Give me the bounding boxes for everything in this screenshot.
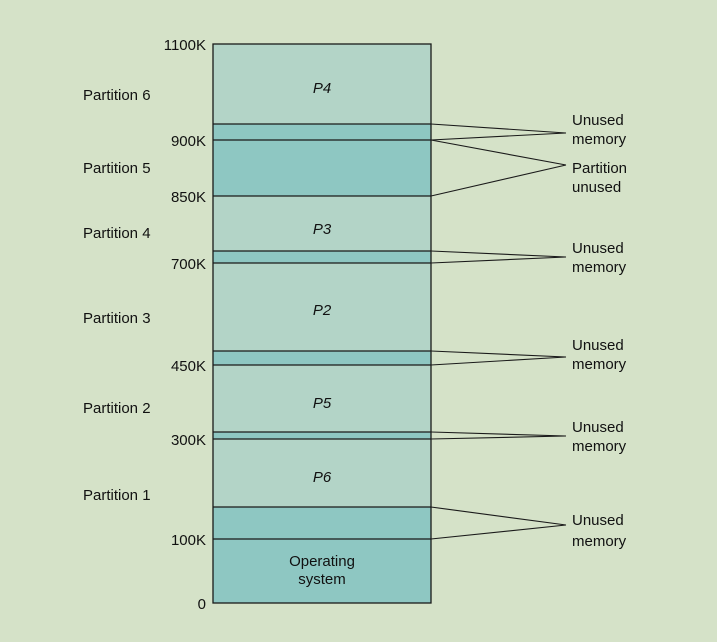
address-label: 300K [171, 432, 206, 449]
partition-label: Partition 4 [83, 225, 151, 242]
memory-column-border [212, 43, 432, 604]
os-label-line1: Operating [289, 553, 355, 570]
partition-label: Partition 5 [83, 160, 151, 177]
address-labels: 1100K 900K 850K 700K 450K 300K 100K 0 [164, 37, 206, 613]
partition-2-used-region [213, 365, 431, 432]
partition-label: Partition 3 [83, 310, 151, 327]
callout-lines [430, 123, 567, 540]
partition-4-used-region [213, 196, 431, 251]
boundary-lines [213, 123, 431, 540]
partition-3-unused-region [213, 351, 431, 365]
unused-memory-callout: Unused [572, 512, 624, 529]
partition-6-used-region [213, 44, 431, 124]
process-label: P6 [313, 469, 332, 486]
memory-column [212, 43, 432, 604]
address-label: 0 [198, 596, 206, 613]
unused-memory-callout: Unused [572, 240, 624, 257]
partition-2-unused-region [213, 432, 431, 439]
unused-memory-callout: Unused [572, 419, 624, 436]
partition-unused-callout: unused [572, 179, 621, 196]
address-label: 450K [171, 358, 206, 375]
process-label: P4 [313, 80, 331, 97]
address-label: 100K [171, 532, 206, 549]
address-label: 700K [171, 256, 206, 273]
partition-5-unused-region [213, 140, 431, 196]
partition-1-unused-region [213, 507, 431, 539]
address-label: 1100K [164, 37, 206, 54]
partition-label: Partition 2 [83, 400, 151, 417]
partition-4-unused-region [213, 251, 431, 263]
unused-memory-callout: Unused [572, 337, 624, 354]
unused-memory-callout: memory [572, 259, 627, 276]
process-label: P5 [313, 395, 332, 412]
process-label: P3 [313, 221, 332, 238]
partition-6-unused-region [213, 124, 431, 140]
partition-1-used-region [213, 439, 431, 507]
address-label: 850K [171, 189, 206, 206]
os-label-line2: system [298, 571, 346, 588]
unused-memory-callout: memory [572, 533, 627, 550]
partition-3-used-region [213, 263, 431, 351]
unused-memory-callout: Unused [572, 112, 624, 129]
unused-memory-callout: memory [572, 356, 627, 373]
process-labels: P4 P3 P2 P5 P6 [313, 80, 332, 486]
partition-label: Partition 1 [83, 487, 151, 504]
callout-labels: Unused memory Partition unused Unused me… [572, 112, 627, 550]
partition-labels: Partition 6 Partition 5 Partition 4 Part… [83, 87, 151, 504]
unused-memory-callout: memory [572, 131, 627, 148]
address-label: 900K [171, 133, 206, 150]
partition-label: Partition 6 [83, 87, 151, 104]
partition-unused-callout: Partition [572, 160, 627, 177]
unused-memory-callout: memory [572, 438, 627, 455]
process-label: P2 [313, 302, 332, 319]
operating-system-region [213, 539, 431, 603]
